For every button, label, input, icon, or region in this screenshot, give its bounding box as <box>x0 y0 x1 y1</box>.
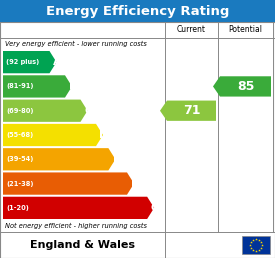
Polygon shape <box>3 75 72 98</box>
Polygon shape <box>213 76 271 96</box>
Text: (1-20): (1-20) <box>6 205 29 211</box>
Text: 85: 85 <box>237 80 254 93</box>
Text: A: A <box>53 57 62 67</box>
Polygon shape <box>160 101 216 121</box>
Text: G: G <box>151 203 160 213</box>
Text: D: D <box>99 130 109 140</box>
Text: B: B <box>69 82 77 91</box>
Text: Potential: Potential <box>229 26 263 35</box>
Text: F: F <box>131 179 139 189</box>
Polygon shape <box>3 100 87 122</box>
Polygon shape <box>3 197 154 219</box>
Text: (92 plus): (92 plus) <box>6 59 39 65</box>
Text: (69-80): (69-80) <box>6 108 34 114</box>
Text: Current: Current <box>177 26 206 35</box>
Text: Very energy efficient - lower running costs: Very energy efficient - lower running co… <box>5 41 147 47</box>
Polygon shape <box>3 51 56 73</box>
Text: Energy Efficiency Rating: Energy Efficiency Rating <box>46 4 229 18</box>
Text: 71: 71 <box>183 104 200 117</box>
Polygon shape <box>3 148 116 171</box>
Text: England & Wales: England & Wales <box>30 240 135 250</box>
Text: E: E <box>112 154 120 164</box>
Text: (55-68): (55-68) <box>6 132 33 138</box>
Text: (81-91): (81-91) <box>6 83 34 90</box>
Bar <box>0 0 275 22</box>
Bar <box>242 236 270 254</box>
Text: (21-38): (21-38) <box>6 181 34 187</box>
Polygon shape <box>3 172 134 195</box>
Text: C: C <box>84 106 93 116</box>
Text: (39-54): (39-54) <box>6 156 33 162</box>
Text: Not energy efficient - higher running costs: Not energy efficient - higher running co… <box>5 223 147 229</box>
Polygon shape <box>3 124 103 146</box>
